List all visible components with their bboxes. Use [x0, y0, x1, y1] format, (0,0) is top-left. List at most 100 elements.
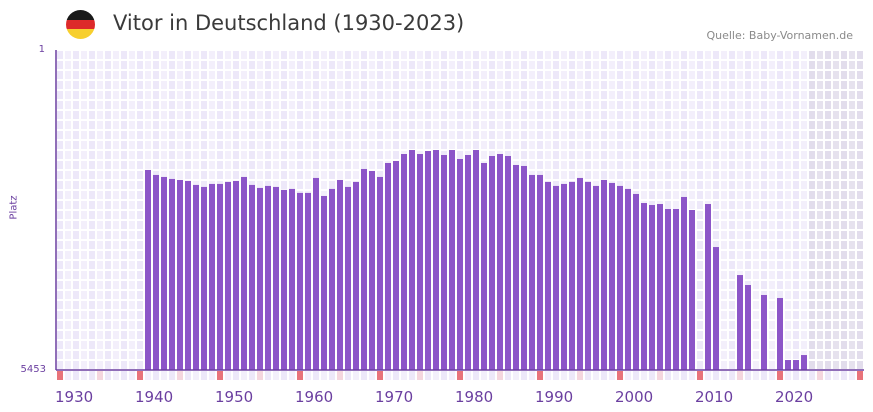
- grid-cell: [425, 101, 431, 109]
- grid-cell: [321, 151, 327, 159]
- grid-cell: [305, 81, 311, 89]
- grid-cell: [601, 51, 607, 59]
- grid-cell: [577, 61, 583, 69]
- grid-cell: [593, 61, 599, 69]
- grid-cell: [745, 91, 751, 99]
- grid-cell: [833, 311, 839, 319]
- grid-cell: [97, 161, 103, 169]
- grid-cell: [137, 131, 143, 139]
- bar-1953: [241, 176, 247, 370]
- grid-cell: [145, 101, 151, 109]
- grid-cell: [345, 61, 351, 69]
- grid-cell: [113, 201, 119, 209]
- grid-cell: [361, 91, 367, 99]
- grid-cell: [729, 131, 735, 139]
- grid-cell: [89, 271, 95, 279]
- grid-cell: [145, 131, 151, 139]
- grid-cell: [121, 271, 127, 279]
- grid-cell: [169, 121, 175, 129]
- grid-cell: [113, 51, 119, 59]
- grid-cell: [729, 121, 735, 129]
- grid-cell: [673, 81, 679, 89]
- grid-cell: [721, 161, 727, 169]
- grid-cell: [745, 71, 751, 79]
- grid-cell: [73, 101, 79, 109]
- grid-cell: [57, 291, 63, 299]
- grid-cell: [585, 131, 591, 139]
- grid-cell: [809, 241, 815, 249]
- grid-cell: [105, 261, 111, 269]
- grid-cell: [785, 251, 791, 259]
- grid-cell: [649, 61, 655, 69]
- grid-cell: [841, 61, 847, 69]
- source-link[interactable]: Quelle: Baby-Vornamen.de: [706, 29, 853, 42]
- grid-cell: [769, 221, 775, 229]
- grid-cell: [345, 91, 351, 99]
- grid-cell: [65, 251, 71, 259]
- grid-cell: [665, 181, 671, 189]
- grid-cell: [737, 261, 743, 269]
- grid-cell: [729, 231, 735, 239]
- grid-cell: [737, 91, 743, 99]
- grid-cell: [105, 271, 111, 279]
- grid-cell: [553, 91, 559, 99]
- grid-cell: [97, 201, 103, 209]
- grid-cell: [777, 211, 783, 219]
- grid-cell: [665, 151, 671, 159]
- grid-cell: [65, 331, 71, 339]
- grid-cell: [833, 321, 839, 329]
- grid-cell: [297, 111, 303, 119]
- grid-cell: [89, 301, 95, 309]
- grid-cell: [825, 111, 831, 119]
- grid-cell: [833, 111, 839, 119]
- bar-1985: [497, 154, 503, 370]
- grid-cell: [657, 111, 663, 119]
- grid-cell: [345, 121, 351, 129]
- grid-cell: [393, 111, 399, 119]
- grid-cell: [825, 361, 831, 369]
- grid-cell: [753, 131, 759, 139]
- grid-cell: [713, 181, 719, 189]
- grid-cell: [609, 91, 615, 99]
- grid-cell: [97, 271, 103, 279]
- grid-cell: [665, 141, 671, 149]
- grid-cell: [209, 101, 215, 109]
- grid-cell: [273, 181, 279, 189]
- grid-cell: [265, 161, 271, 169]
- grid-cell: [97, 151, 103, 159]
- grid-cell: [217, 171, 223, 179]
- grid-cell: [585, 161, 591, 169]
- grid-cell: [641, 151, 647, 159]
- bar-2003: [641, 203, 647, 370]
- grid-cell: [89, 231, 95, 239]
- grid-cell: [505, 101, 511, 109]
- grid-cell: [793, 61, 799, 69]
- grid-cell: [489, 141, 495, 149]
- grid-cell: [129, 161, 135, 169]
- grid-cell: [137, 101, 143, 109]
- grid-cell: [169, 151, 175, 159]
- grid-cell: [729, 211, 735, 219]
- grid-cell: [825, 351, 831, 359]
- grid-cell: [57, 141, 63, 149]
- grid-cell: [641, 111, 647, 119]
- grid-cell: [857, 121, 863, 129]
- year-marker: [305, 371, 311, 380]
- grid-cell: [641, 141, 647, 149]
- grid-cell: [249, 141, 255, 149]
- grid-cell: [377, 81, 383, 89]
- grid-cell: [585, 121, 591, 129]
- grid-cell: [377, 91, 383, 99]
- grid-cell: [217, 61, 223, 69]
- grid-cell: [361, 71, 367, 79]
- grid-cell: [849, 231, 855, 239]
- grid-cell: [593, 151, 599, 159]
- grid-cell: [393, 51, 399, 59]
- grid-cell: [769, 351, 775, 359]
- grid-cell: [449, 81, 455, 89]
- grid-cell: [833, 341, 839, 349]
- grid-cell: [593, 91, 599, 99]
- grid-cell: [177, 71, 183, 79]
- grid-cell: [753, 231, 759, 239]
